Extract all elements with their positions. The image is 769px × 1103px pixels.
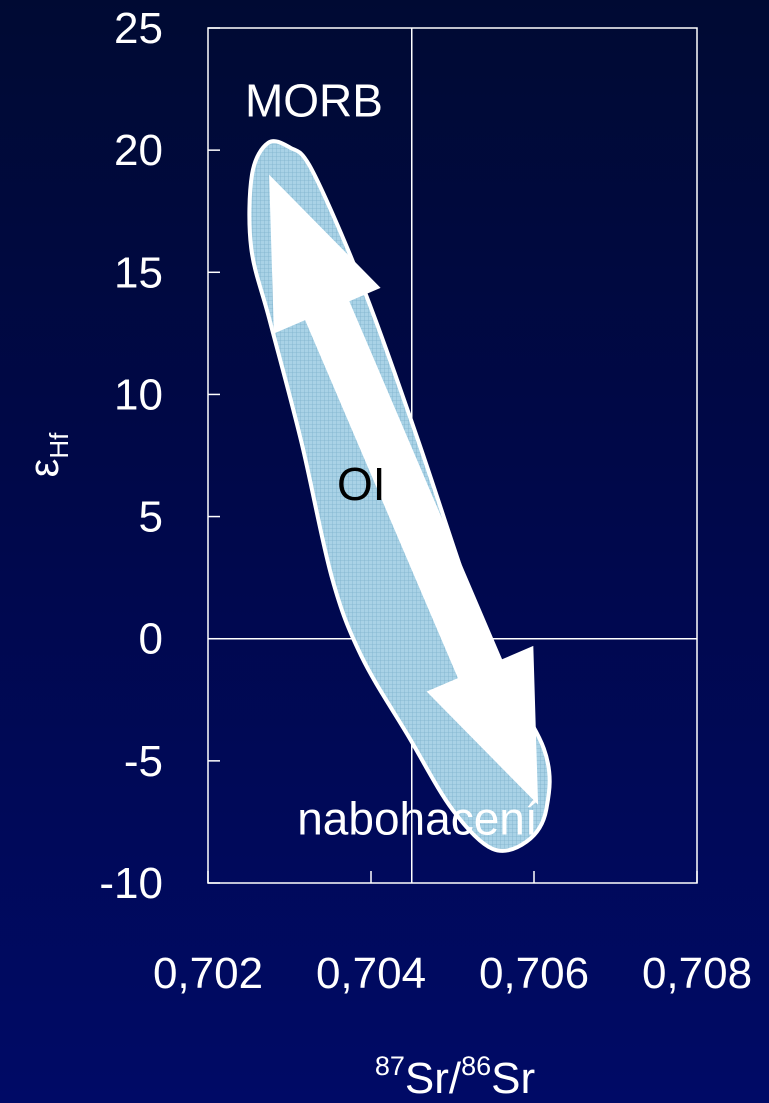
y-tick-label: 0 <box>139 615 163 664</box>
x-tick-label: 0,702 <box>153 949 263 998</box>
x-tick-label: 0,704 <box>316 949 426 998</box>
x-axis-label-sup2: 86 <box>461 1051 491 1081</box>
x-axis-label-sup1: 87 <box>375 1051 405 1081</box>
tick-marks <box>207 27 698 884</box>
y-tick-label: -10 <box>99 859 163 908</box>
y-axis-label-subscript: Hf <box>44 432 74 459</box>
y-axis-label: εHf <box>20 432 74 478</box>
x-tick-label: 0,708 <box>642 949 752 998</box>
trend-arrow-layer <box>269 174 539 805</box>
y-axis-label-symbol: ε <box>20 459 67 478</box>
x-tick-label: 0,706 <box>479 949 589 998</box>
plot-frame <box>207 27 698 884</box>
x-axis-label-base1: Sr/ <box>405 1054 462 1103</box>
y-tick-label: -5 <box>124 737 163 786</box>
y-tick-label: 10 <box>114 370 163 419</box>
x-tick-labels: 0,702 0,704 0,706 0,708 <box>153 949 752 998</box>
y-tick-labels: 25 20 15 10 5 0 -5 -10 <box>99 4 163 908</box>
double-arrow <box>269 174 539 805</box>
annotations: MORB OI nabohacení <box>245 74 538 844</box>
y-tick-label: 25 <box>114 4 163 53</box>
x-axis-label-base2: Sr <box>491 1054 535 1103</box>
annotation-enriched: nabohacení <box>297 792 538 844</box>
annotation-oi: OI <box>337 458 386 510</box>
y-tick-label: 20 <box>114 126 163 175</box>
y-tick-label: 15 <box>114 248 163 297</box>
y-tick-label: 5 <box>139 493 163 542</box>
x-axis-label: 87Sr/86Sr <box>375 1051 535 1103</box>
annotation-morb: MORB <box>245 74 383 126</box>
